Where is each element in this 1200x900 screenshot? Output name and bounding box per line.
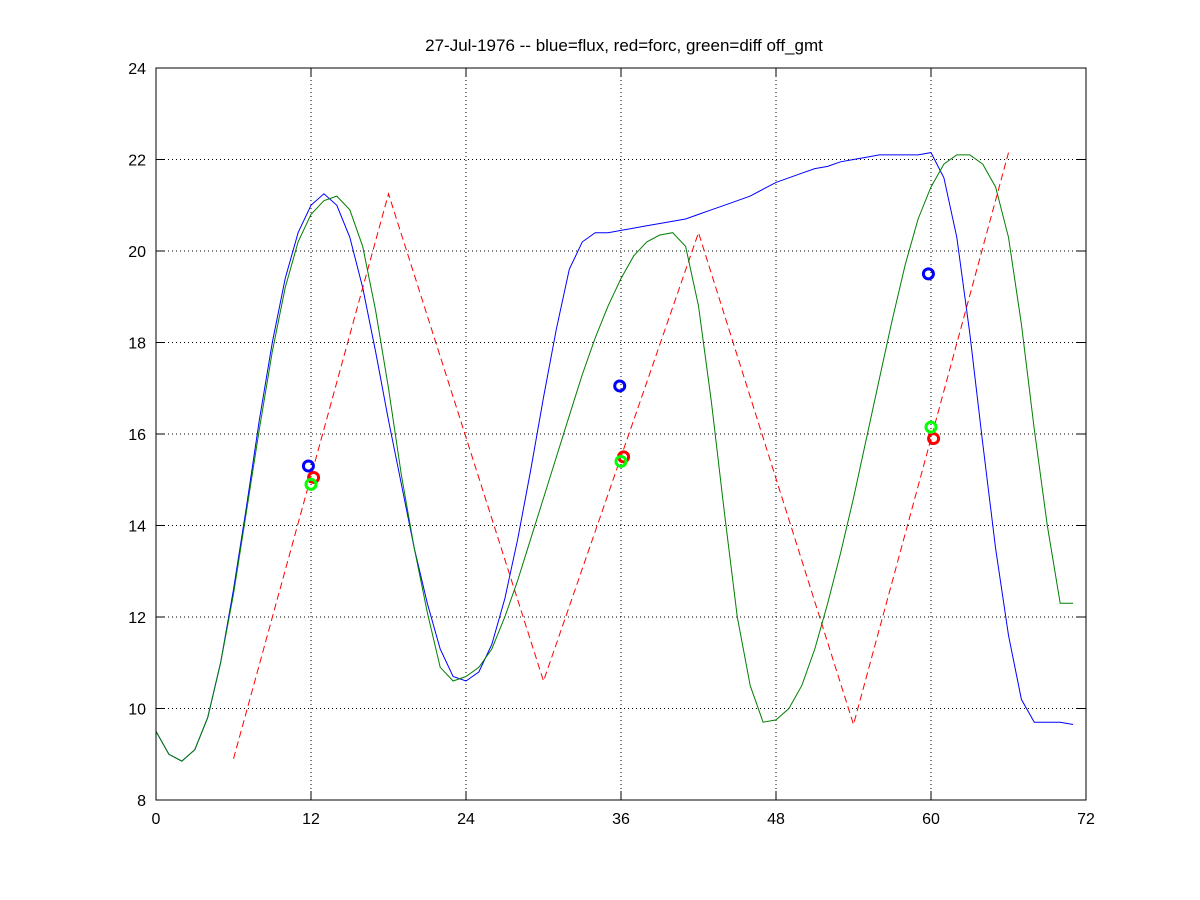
chart-title: 27-Jul-1976 -- blue=flux, red=forc, gree…: [425, 36, 823, 55]
marker-green: [614, 454, 628, 468]
marker-green: [304, 477, 318, 491]
axis-ticks: 0 12 24 36 48 60 72 8 10 12 14 16 18 20 22 24: [128, 61, 1095, 828]
y-tick-label: 8: [137, 793, 146, 810]
grid-lines: [156, 68, 1086, 800]
y-tick-label: 24: [128, 61, 146, 78]
y-tick-label: 22: [128, 153, 146, 170]
marker-red: [927, 432, 941, 446]
y-tick-label: 16: [128, 427, 146, 444]
marker-blue: [613, 379, 627, 393]
y-tick-label: 20: [128, 244, 146, 261]
x-tick-label: 12: [302, 811, 320, 828]
x-tick-label: 48: [767, 811, 785, 828]
x-tick-label: 0: [152, 811, 161, 828]
series-line-blue: [155, 152, 1074, 762]
series-line-darkgreen: [155, 154, 1074, 762]
x-tick-label: 72: [1077, 811, 1095, 828]
y-tick-label: 10: [128, 702, 146, 719]
y-tick-label: 12: [128, 610, 146, 627]
marker-red: [307, 470, 321, 484]
x-tick-label: 24: [457, 811, 475, 828]
marker-blue: [921, 267, 935, 281]
x-tick-label: 36: [612, 811, 630, 828]
y-tick-label: 18: [128, 336, 146, 353]
y-tick-label: 14: [128, 519, 146, 536]
marker-green: [924, 420, 938, 434]
plot-markers: [301, 267, 941, 491]
marker-blue: [301, 459, 315, 473]
x-tick-label: 60: [922, 811, 940, 828]
